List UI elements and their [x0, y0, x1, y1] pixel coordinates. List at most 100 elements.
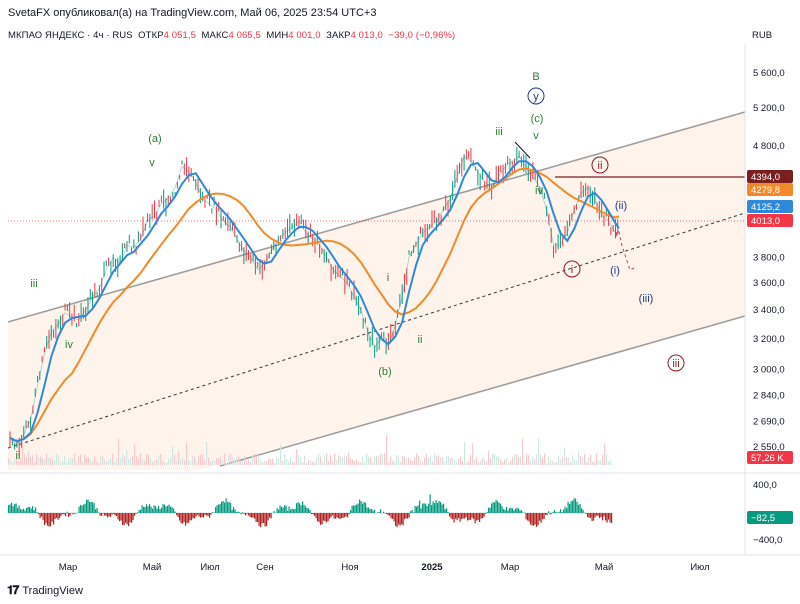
oscillator-bar	[413, 512, 415, 513]
oscillator-bar	[150, 506, 152, 513]
volume-bar	[198, 455, 200, 465]
oscillator-bar	[555, 511, 557, 513]
volume-bar	[284, 453, 286, 465]
volume-bar	[438, 455, 440, 465]
oscillator-bar	[147, 506, 149, 513]
oscillator-bar	[57, 513, 59, 520]
oscillator-bar	[354, 505, 356, 513]
oscillator-bar	[558, 511, 560, 513]
volume-bar	[170, 458, 172, 465]
oscillator-bar	[462, 513, 464, 519]
oscillator-bar	[407, 513, 409, 519]
oscillator-bar	[227, 502, 229, 513]
oscillator-bar	[344, 513, 346, 518]
oscillator-bar	[90, 501, 92, 513]
volume-bar	[594, 462, 596, 465]
oscillator-bar	[455, 513, 457, 519]
volume-bar	[598, 460, 600, 465]
oscillator-bar	[602, 513, 604, 521]
oscillator-bar	[372, 510, 374, 513]
x-tick-label: Июл	[690, 562, 709, 573]
volume-bar	[116, 458, 118, 465]
oscillator-bar	[365, 502, 367, 513]
oscillator-bar	[495, 499, 497, 513]
volume-bar	[484, 459, 486, 465]
oscillator-bar	[126, 513, 128, 525]
oscillator-bar	[137, 512, 139, 513]
volume-bar	[404, 456, 406, 465]
oscillator-bar	[464, 513, 466, 519]
volume-bar	[286, 458, 288, 465]
volume-bar	[16, 456, 18, 465]
volume-bar	[462, 461, 464, 465]
volume-bar	[432, 462, 434, 465]
oscillator-bar	[473, 513, 475, 520]
tradingview-logo[interactable]: 𝟏𝟕 TradingView	[7, 583, 83, 598]
oscillator-bar	[534, 513, 536, 525]
oscillator-bar	[170, 506, 172, 513]
wave-label: ii	[598, 160, 603, 172]
oscillator-bar	[15, 503, 17, 513]
volume-bar	[148, 454, 150, 465]
oscillator-bar	[288, 506, 290, 513]
oscillator-bar	[32, 506, 34, 513]
oscillator-bar	[284, 505, 286, 513]
oscillator-bar	[348, 513, 350, 515]
oscillator-bar	[186, 513, 188, 524]
oscillator-bar	[480, 513, 482, 519]
oscillator-bar	[111, 513, 113, 515]
volume-bar	[304, 455, 306, 465]
oscillator-bar	[362, 503, 364, 513]
volume-bar	[568, 457, 570, 465]
volume-bar	[34, 462, 36, 465]
volume-bar	[232, 456, 234, 465]
oscillator-bar	[384, 513, 386, 514]
oscillator-bar	[527, 513, 529, 521]
oscillator-bar	[461, 513, 463, 520]
oscillator-bar	[417, 505, 419, 513]
oscillator-bar	[521, 510, 523, 513]
oscillator-bar	[429, 494, 431, 513]
oscillator-bar	[324, 513, 326, 522]
volume-bar	[74, 454, 76, 465]
oscillator-bar	[60, 513, 62, 516]
volume-bar	[566, 457, 568, 465]
volume-bar	[256, 455, 258, 465]
wave-label: iii	[495, 126, 502, 138]
tradingview-logo-icon: 𝟏𝟕	[7, 583, 19, 597]
oscillator-bar	[323, 513, 325, 521]
oscillator-bar	[467, 513, 469, 521]
legend-open-label: ОТКР	[138, 30, 164, 41]
oscillator-bar	[216, 505, 218, 513]
volume-bar	[110, 458, 112, 465]
oscillator-bar	[329, 513, 331, 519]
oscillator-bar	[155, 506, 157, 513]
volume-bar	[508, 462, 510, 465]
oscillator-bar	[176, 513, 178, 516]
oscillator-bar	[156, 508, 158, 513]
volume-bar	[396, 454, 398, 465]
volume-bar	[472, 443, 474, 465]
volume-bar	[496, 456, 498, 465]
volume-bar	[54, 460, 56, 465]
legend-high-value: 4 065,5	[228, 30, 261, 41]
channel-fill	[8, 112, 745, 470]
oscillator-bar	[80, 504, 82, 513]
volume-bar	[76, 461, 78, 465]
oscillator-bar	[281, 506, 283, 513]
volume-bar	[464, 442, 466, 465]
oscillator-bar	[581, 508, 583, 513]
oscillator-bar	[599, 513, 601, 519]
oscillator-bar	[312, 513, 314, 515]
oscillator-bar	[249, 513, 251, 518]
volume-bar	[166, 462, 168, 465]
volume-bar	[120, 458, 122, 465]
volume-bar	[144, 460, 146, 465]
volume-bar	[228, 454, 230, 465]
oscillator-bar	[146, 504, 148, 513]
volume-bar	[94, 456, 96, 465]
volume-bar	[62, 460, 64, 465]
oscillator-bar	[392, 513, 394, 519]
oscillator-bar	[333, 513, 335, 519]
